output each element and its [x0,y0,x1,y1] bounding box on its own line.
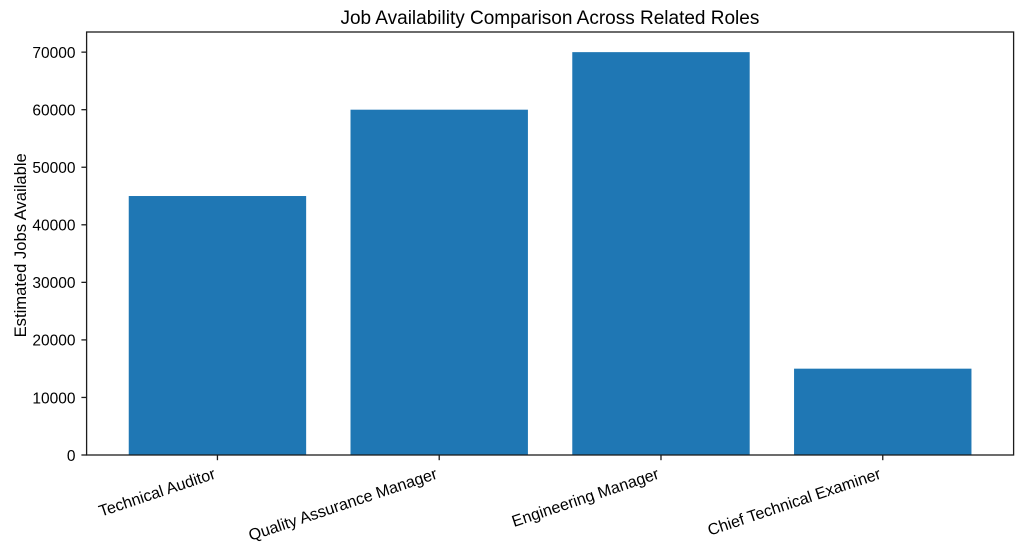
svg-text:40000: 40000 [32,218,75,235]
svg-text:50000: 50000 [32,160,75,177]
svg-text:Estimated Jobs Available: Estimated Jobs Available [11,153,30,337]
svg-text:30000: 30000 [32,275,75,292]
svg-text:20000: 20000 [32,333,75,350]
svg-text:Job Availability Comparison Ac: Job Availability Comparison Across Relat… [340,8,759,29]
svg-text:10000: 10000 [32,390,75,407]
svg-text:0: 0 [67,448,76,465]
svg-text:70000: 70000 [32,45,75,62]
svg-text:60000: 60000 [32,103,75,120]
